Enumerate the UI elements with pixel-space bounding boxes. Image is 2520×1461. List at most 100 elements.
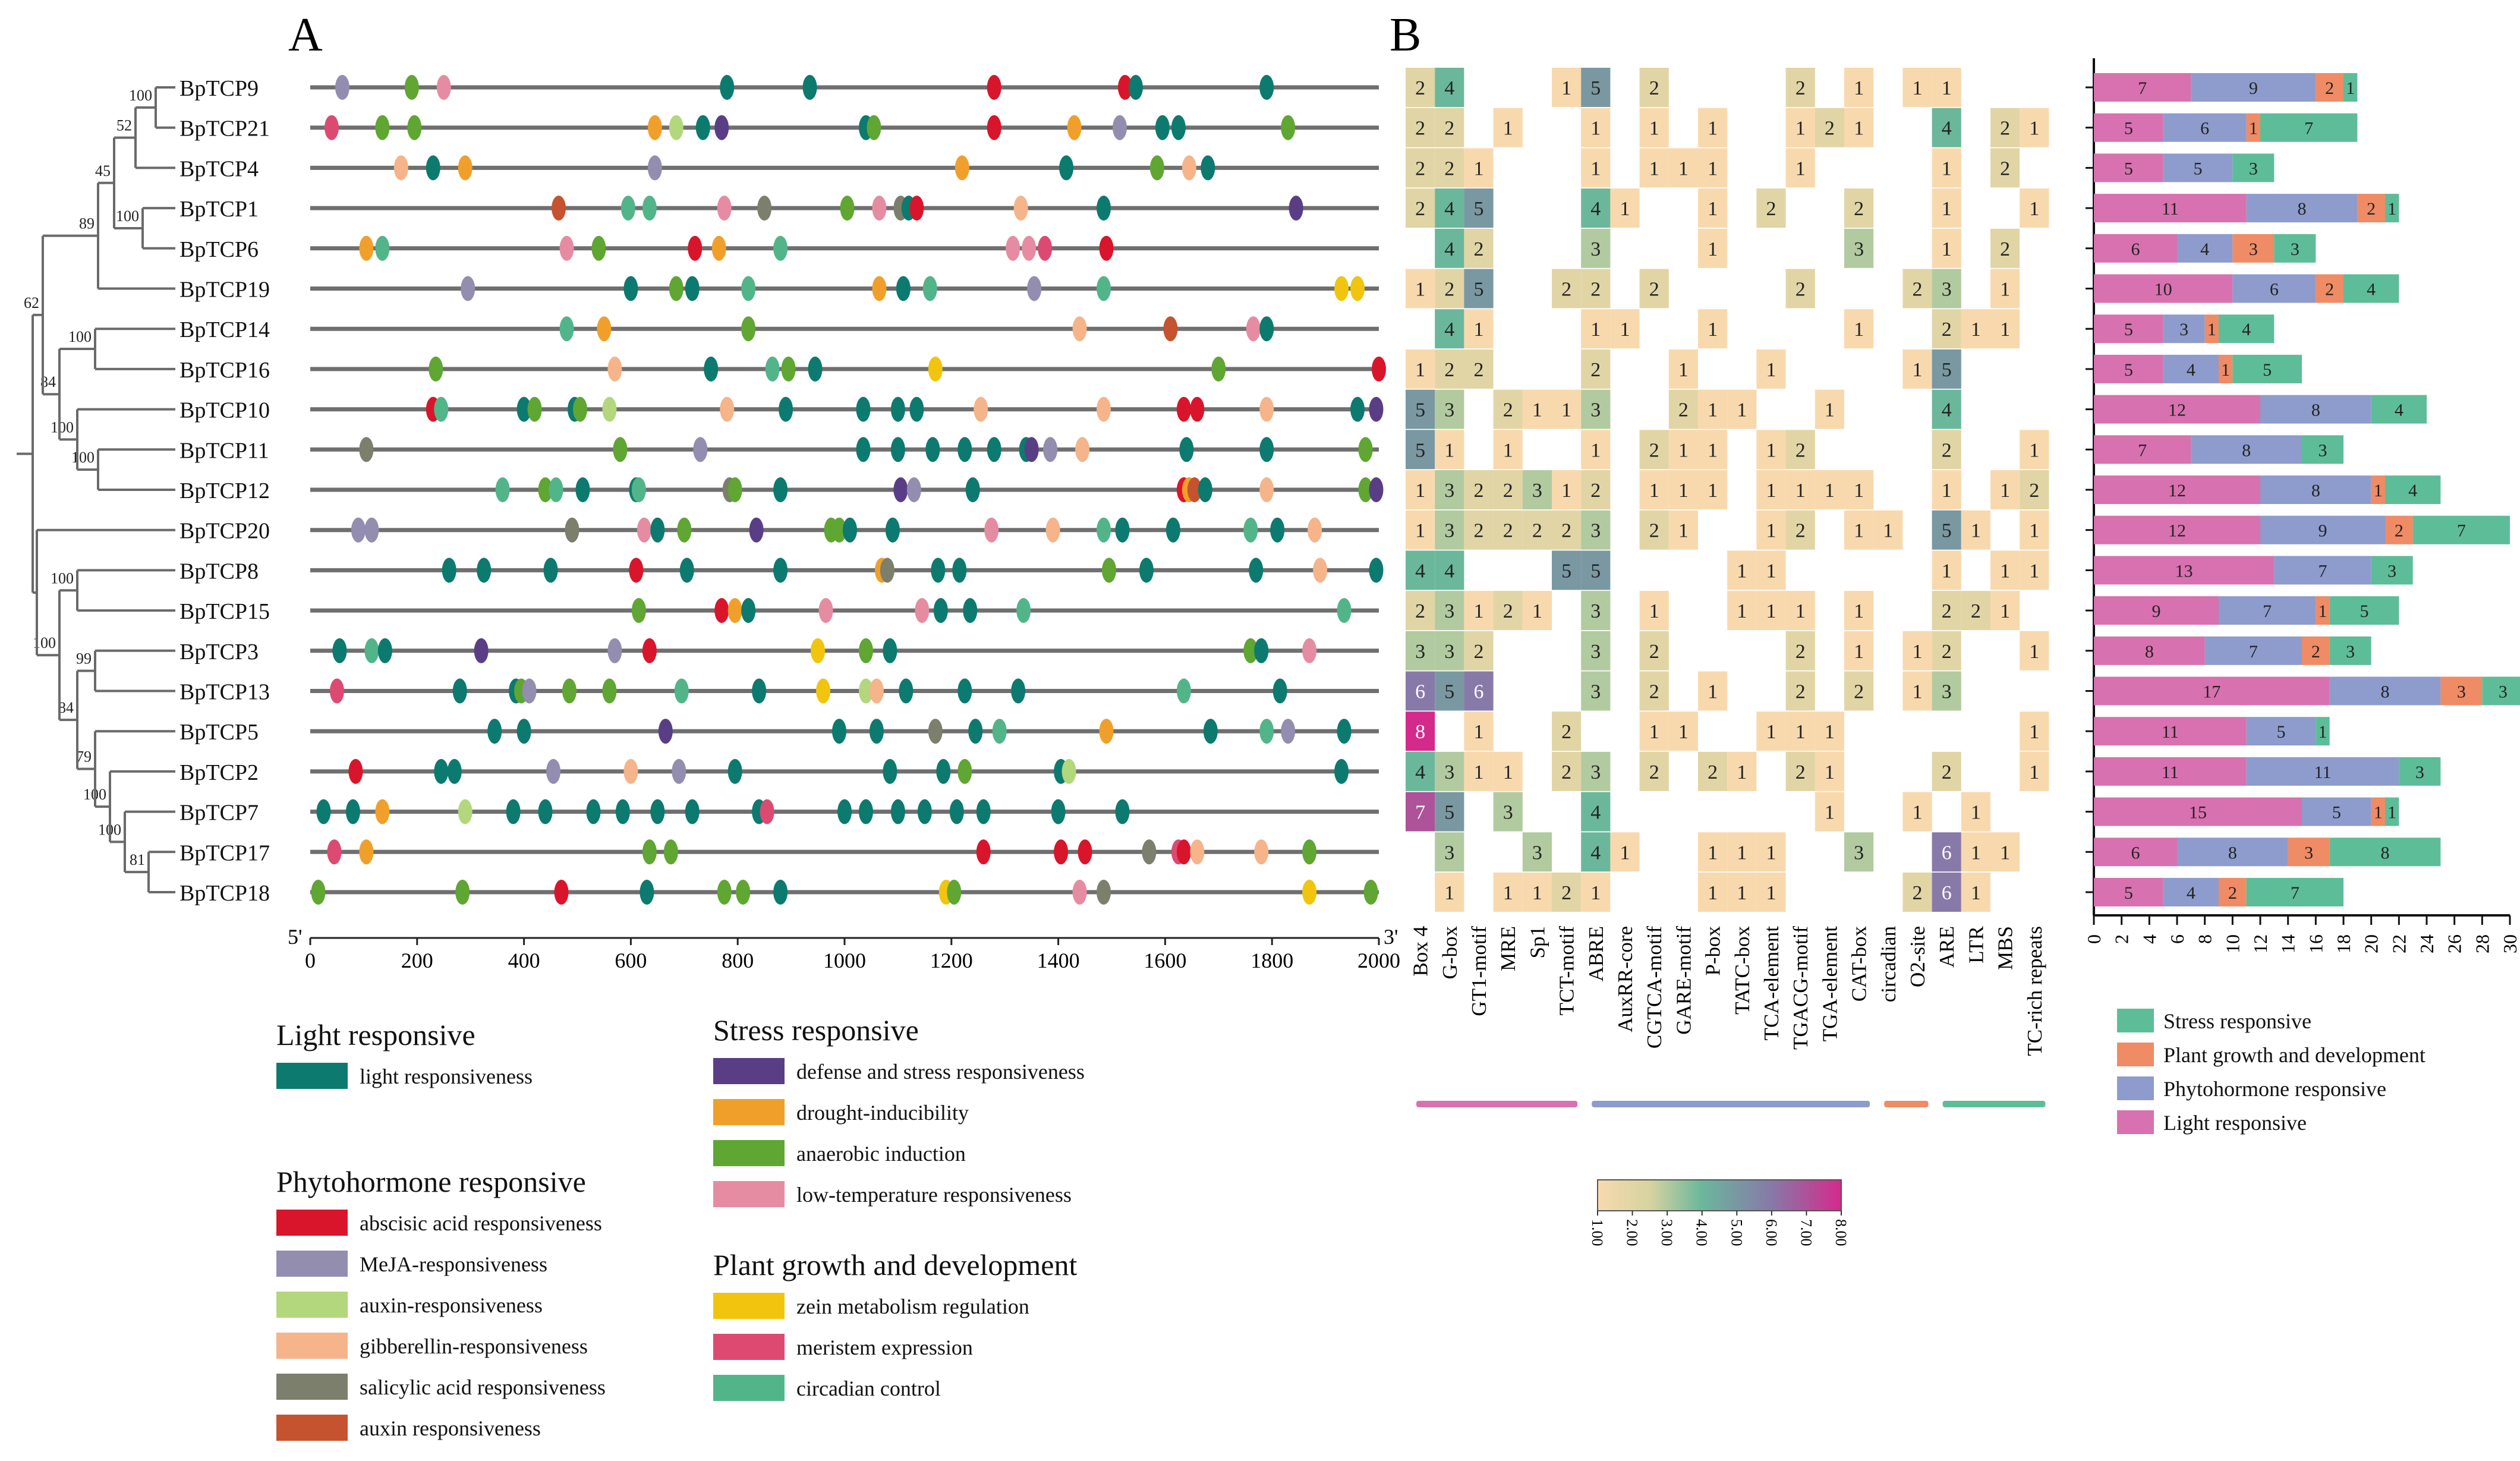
motif-light xyxy=(869,719,884,744)
heatmap-cell xyxy=(1932,349,1961,389)
heatmap-cell xyxy=(1756,188,1786,228)
heatmap-value: 1 xyxy=(1678,520,1689,542)
bar-value-label: 7 xyxy=(2304,119,2313,138)
heatmap-value: 1 xyxy=(1796,118,1806,140)
heatmap-cell xyxy=(1698,188,1728,228)
heatmap-value: 5 xyxy=(1942,359,1952,381)
motif-circadian xyxy=(741,276,756,301)
heatmap-value: 3 xyxy=(1532,480,1542,502)
heatmap-cell xyxy=(1581,349,1611,389)
heatmap-value: 1 xyxy=(1825,480,1835,502)
motif-gibberellin xyxy=(974,396,988,422)
bar-value-label: 5 xyxy=(2332,803,2341,823)
heatmap-value: 1 xyxy=(1796,721,1806,743)
colorbar-tick-label: 2.00 xyxy=(1624,1219,1641,1246)
motif-drought xyxy=(359,235,374,261)
legend-swatch-circadian xyxy=(713,1375,785,1401)
motif-light xyxy=(685,799,700,824)
heatmap-cell xyxy=(1493,430,1523,470)
heatmap-cell xyxy=(1435,751,1464,791)
motif-circadian xyxy=(1259,719,1274,744)
motif-anaerobic xyxy=(572,396,587,422)
motif-gibberellin xyxy=(1259,396,1274,422)
heatmap-cell xyxy=(1668,430,1698,470)
heatmap-cell xyxy=(1406,792,1435,832)
heatmap-cell xyxy=(1785,470,1815,509)
bar-segment xyxy=(2232,153,2275,182)
heatmap-cell xyxy=(1464,188,1494,228)
heatmap-column-label: Sp1 xyxy=(1526,926,1549,958)
heatmap-value: 4 xyxy=(1942,399,1952,421)
heatmap-cell xyxy=(1698,470,1728,509)
motif-anaerobic xyxy=(455,880,470,905)
heatmap-cell xyxy=(1698,430,1728,470)
category-bracket xyxy=(1884,1101,1929,1107)
bar-segment xyxy=(2204,314,2219,344)
motif-aba xyxy=(976,839,991,865)
heatmap-value: 1 xyxy=(1825,802,1835,824)
motif-anaerobic xyxy=(538,477,553,502)
bar-segment xyxy=(2246,757,2399,786)
bar-segment xyxy=(2288,837,2330,867)
bar-value-label: 9 xyxy=(2319,521,2327,541)
heatmap-value: 1 xyxy=(1766,842,1776,864)
motif-light xyxy=(1350,396,1365,422)
gene-label: BpTCP12 xyxy=(179,478,270,503)
heatmap-value: 3 xyxy=(1590,761,1601,783)
heatmap-value: 6 xyxy=(1415,681,1425,703)
bar-segment xyxy=(2094,274,2233,303)
heatmap-cell xyxy=(1581,188,1611,228)
heatmap-cell xyxy=(1990,832,2020,872)
heatmap-value: 1 xyxy=(1474,600,1484,622)
heatmap-cell xyxy=(1902,631,1932,670)
motif-anaerobic xyxy=(727,477,742,502)
heatmap-cell xyxy=(1639,68,1669,107)
heatmap-value: 2 xyxy=(1503,399,1513,421)
heatmap-value: 1 xyxy=(1971,520,1981,542)
heatmap-value: 1 xyxy=(1737,882,1747,904)
bar-segment xyxy=(2399,757,2441,786)
legend-item-label: MeJA-responsiveness xyxy=(360,1252,547,1276)
heatmap-cell xyxy=(1581,269,1611,308)
heatmap-cell xyxy=(1464,711,1494,751)
heatmap-column-label: MBS xyxy=(1994,926,2017,970)
heatmap-cell xyxy=(1844,108,1874,147)
bar-x-tick-label: 14 xyxy=(2278,934,2299,953)
heatmap-value: 1 xyxy=(2000,480,2010,502)
colorbar-tick-label: 7.00 xyxy=(1797,1219,1815,1246)
heatmap-value: 1 xyxy=(2029,198,2039,220)
heatmap-cell xyxy=(1785,510,1815,550)
bar-segment xyxy=(2246,717,2316,746)
motif-light xyxy=(506,799,521,824)
heatmap-value: 3 xyxy=(1444,520,1454,542)
motif-auxin_resp xyxy=(669,115,683,140)
bar-x-tick-label: 10 xyxy=(2222,934,2243,953)
heatmap-value: 1 xyxy=(1708,842,1718,864)
heatmap-value: 1 xyxy=(1854,77,1864,99)
heatmap-cell xyxy=(1435,832,1464,872)
motif-anaerobic xyxy=(669,276,683,301)
bar-value-label: 1 xyxy=(2221,360,2230,380)
heatmap-column-label: TATC-box xyxy=(1731,926,1754,1015)
heatmap-value: 1 xyxy=(1620,198,1630,220)
bootstrap-value: 99 xyxy=(76,650,92,667)
bar-legend-swatch xyxy=(2117,1043,2154,1066)
legend-swatch-anaerobic xyxy=(713,1140,785,1166)
motif-light xyxy=(885,517,900,543)
heatmap-cell xyxy=(1756,349,1786,389)
bar-legend-swatch xyxy=(2117,1076,2154,1100)
heatmap-value: 5 xyxy=(1590,77,1601,99)
heatmap-cell xyxy=(1756,711,1786,751)
heatmap-value: 1 xyxy=(1590,882,1601,904)
motif-light xyxy=(883,638,897,663)
heatmap-value: 2 xyxy=(1942,641,1952,663)
heatmap-cell xyxy=(1932,269,1961,308)
heatmap-value: 2 xyxy=(1415,600,1425,622)
motif-anaerobic xyxy=(429,356,443,382)
bootstrap-value: 62 xyxy=(24,294,39,311)
bar-legend-swatch xyxy=(2117,1110,2154,1134)
heatmap-cell xyxy=(1435,68,1464,107)
bar-segment xyxy=(2329,837,2441,867)
bar-segment xyxy=(2204,636,2302,665)
motif-gibberellin xyxy=(1308,517,1322,543)
